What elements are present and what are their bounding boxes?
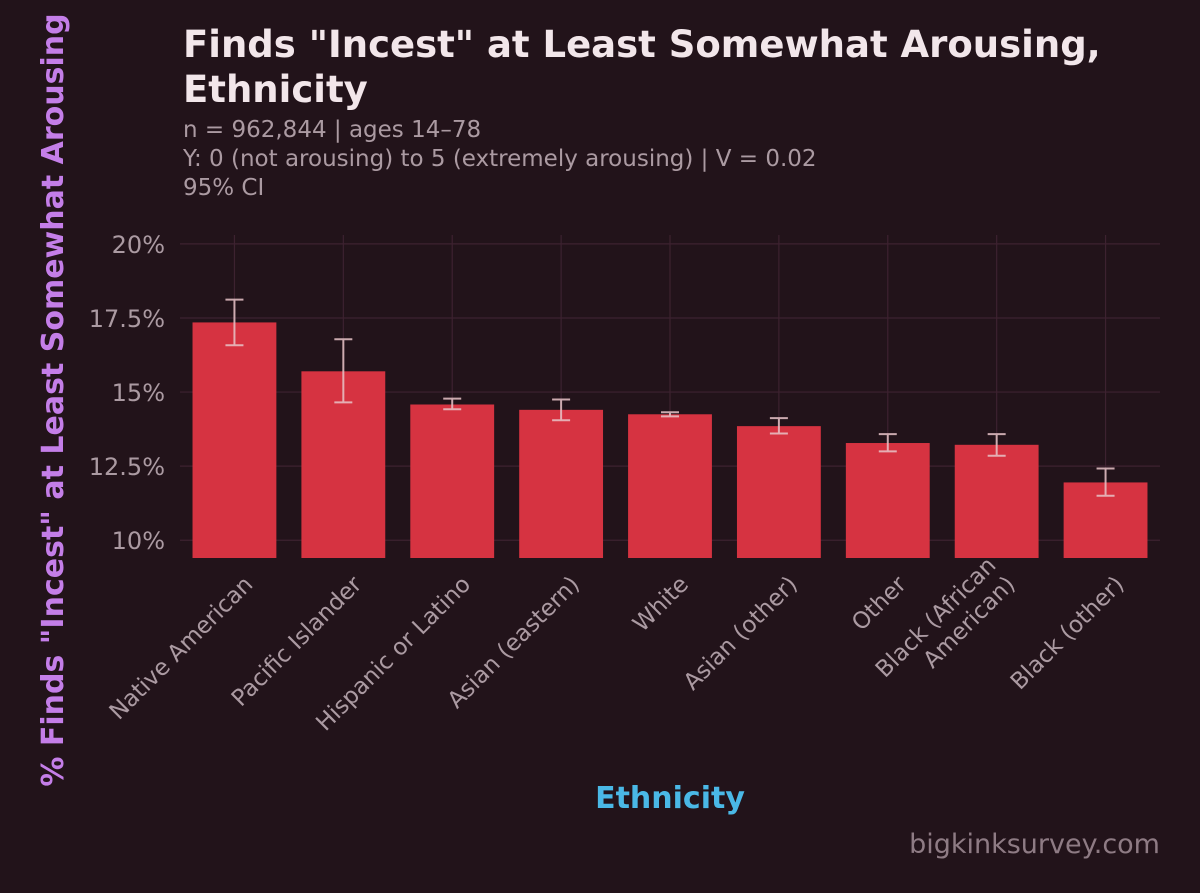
x-tick-label: Other bbox=[847, 571, 912, 636]
bar bbox=[410, 404, 495, 558]
y-axis-label: % Finds "Incest" at Least Somewhat Arous… bbox=[36, 13, 71, 786]
chart-title-line-1: Finds "Incest" at Least Somewhat Arousin… bbox=[183, 23, 1101, 66]
x-tick-label-line: White bbox=[628, 572, 694, 638]
bar bbox=[954, 444, 1039, 558]
subtitle-ci: 95% CI bbox=[183, 175, 265, 201]
error-bar bbox=[552, 398, 571, 422]
y-tick-label: 12.5% bbox=[89, 453, 165, 481]
bar bbox=[519, 409, 604, 558]
y-tick-labels: 10% 12.5% 15% 17.5% 20% bbox=[89, 231, 165, 555]
error-bars-layer bbox=[225, 298, 1115, 497]
x-tick-label-line: Other bbox=[847, 571, 912, 636]
y-tick-label: 10% bbox=[112, 527, 165, 555]
chart-subtitle: n = 962,844 | ages 14–78 Y: 0 (not arous… bbox=[183, 116, 817, 203]
subtitle-sample-size: n = 962,844 | ages 14–78 bbox=[183, 117, 482, 143]
x-tick-label: Asian (other) bbox=[679, 572, 803, 696]
x-axis-label: Ethnicity bbox=[595, 781, 745, 816]
x-tick-label: White bbox=[628, 572, 694, 638]
error-bar bbox=[769, 417, 788, 435]
error-bar bbox=[1096, 467, 1115, 497]
chart-title: Finds "Incest" at Least Somewhat Arousin… bbox=[183, 22, 1200, 112]
chart-title-line-2: Ethnicity bbox=[183, 68, 368, 111]
error-bar bbox=[878, 433, 897, 453]
subtitle-scale: Y: 0 (not arousing) to 5 (extremely arou… bbox=[183, 146, 817, 172]
x-tick-label-line: Asian (other) bbox=[679, 572, 803, 696]
error-bar bbox=[225, 298, 244, 347]
bars-layer bbox=[192, 322, 1148, 558]
bar bbox=[192, 322, 277, 558]
watermark: bigkinksurvey.com bbox=[909, 829, 1160, 860]
y-tick-label: 20% bbox=[112, 231, 165, 259]
error-bar bbox=[443, 397, 462, 411]
error-bar bbox=[987, 433, 1006, 457]
error-bar bbox=[334, 338, 353, 404]
bar bbox=[736, 426, 821, 558]
x-tick-label-line: Black (other) bbox=[1006, 572, 1130, 696]
x-tick-label: Black (other) bbox=[1006, 572, 1130, 696]
y-tick-label: 15% bbox=[112, 379, 165, 407]
bar bbox=[845, 443, 930, 558]
bar bbox=[628, 414, 712, 558]
y-tick-label: 17.5% bbox=[89, 305, 165, 333]
error-bar bbox=[661, 411, 679, 418]
